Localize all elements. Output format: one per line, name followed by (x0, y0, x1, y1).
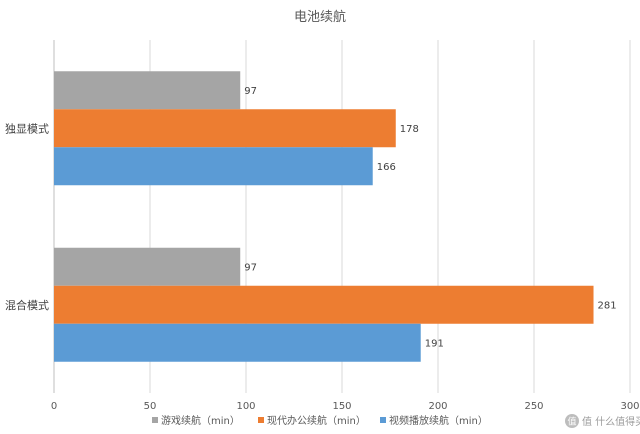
legend: 游戏续航（min） 现代办公续航（min） 视频播放续航（min） (152, 414, 488, 427)
legend-label: 视频播放续航（min） (389, 414, 488, 427)
legend-swatch (258, 417, 264, 423)
chart-title: 电池续航 (294, 9, 346, 25)
bar (54, 147, 373, 186)
bar (54, 323, 421, 362)
category-label: 混合模式 (5, 298, 49, 312)
data-label: 166 (377, 162, 396, 173)
watermark-logo-icon (565, 414, 579, 428)
data-label: 281 (598, 300, 617, 311)
x-tick-label: 0 (51, 401, 57, 412)
x-tick-label: 50 (144, 401, 157, 412)
x-tick-label: 250 (524, 401, 543, 412)
bar (54, 247, 241, 286)
category-label: 独显模式 (5, 122, 49, 135)
bars: 97 178 166 97 281 191 (54, 71, 617, 362)
legend-label: 现代办公续航（min） (267, 414, 366, 427)
bar (54, 285, 594, 324)
data-label: 178 (400, 124, 419, 135)
legend-swatch (152, 417, 158, 423)
legend-swatch (380, 417, 386, 423)
x-tick-label: 150 (332, 401, 351, 412)
watermark-text: 值 什么值得买 (582, 415, 640, 428)
data-label: 97 (244, 262, 257, 273)
watermark: 值 值 什么值得买 (565, 414, 640, 428)
watermark-logo-glyph: 值 (567, 416, 576, 428)
data-label: 97 (244, 86, 257, 97)
bar (54, 71, 241, 110)
x-axis-ticks: 0 50 100 150 200 250 300 (51, 401, 640, 412)
legend-label: 游戏续航（min） (161, 414, 240, 427)
x-tick-label: 100 (236, 401, 255, 412)
data-label: 191 (425, 338, 444, 349)
x-tick-label: 200 (428, 401, 447, 412)
bar (54, 109, 396, 148)
x-tick-label: 300 (620, 401, 639, 412)
